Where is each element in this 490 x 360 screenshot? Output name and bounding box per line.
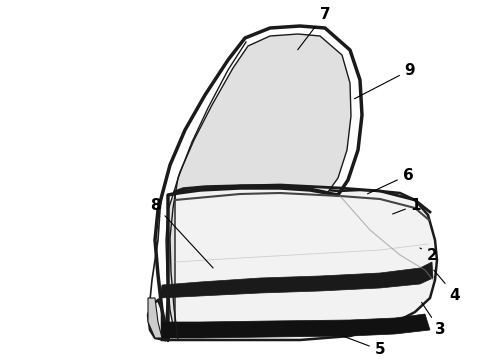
Polygon shape — [166, 34, 351, 335]
Polygon shape — [148, 298, 162, 338]
Polygon shape — [162, 314, 430, 338]
Text: 5: 5 — [343, 336, 385, 357]
Text: 4: 4 — [434, 270, 460, 302]
Polygon shape — [148, 186, 437, 340]
Polygon shape — [160, 262, 433, 298]
Text: 9: 9 — [354, 63, 416, 99]
Text: 6: 6 — [368, 167, 414, 194]
Text: 8: 8 — [149, 198, 213, 268]
Text: 7: 7 — [298, 6, 330, 50]
Text: 3: 3 — [421, 302, 445, 338]
Text: 1: 1 — [392, 198, 421, 214]
Text: 2: 2 — [420, 248, 438, 262]
